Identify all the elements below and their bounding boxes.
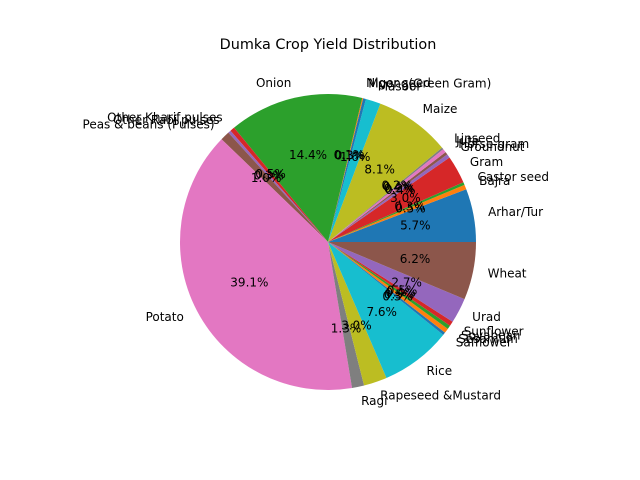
pie-slice-soyabean [328,242,451,329]
slice-percent-safflower: 0.3% [382,290,413,304]
slice-label-groundnut: Groundnut [460,140,524,154]
slice-label-safflower: Safflower [456,335,512,349]
pie-slices [179,93,476,391]
slice-percent-bajra: 0.5% [395,202,426,216]
pie-slice-peas-beans-pulses [221,132,328,242]
slice-label-potato: Potato [146,310,184,324]
slice-percent-moong-green-gram: 0.3% [335,148,366,162]
slice-percent-peas-beans-pulses: 1.0% [251,171,282,185]
pie-slice-moong-green-gram [328,98,366,242]
slice-label-sunflower: Sunflower [464,324,524,338]
slice-percent-potato: 39.1% [230,276,268,290]
slice-percent-other-rabi-pulses: 0.3% [254,168,285,182]
slice-label-arhar-tur: Arhar/Tur [488,205,543,219]
slice-percent-soyabean: 0.4% [385,286,416,300]
pie-slice-rice [328,242,444,378]
pie-slice-ragi [328,242,365,389]
pie-slice-other-kharif-pulses [230,127,328,242]
slice-percent-castor-seed: 0.3% [394,199,425,213]
slice-label-jute: Jute [455,134,479,148]
slice-percent-ragi: 1.3% [331,321,362,335]
slice-percent-onion: 14.4% [289,148,327,162]
pie-slice-urad [328,242,465,322]
slice-label-wheat: Wheat [488,267,527,281]
slice-label-ragi: Ragi [361,394,387,408]
pie-slice-masoor [328,98,381,242]
pie-slice-rapeseed-mustard [328,242,387,386]
slice-label-masoor: Masoor [378,79,422,93]
slice-label-soyabean: Soyabean [461,328,520,342]
pie-slice-maize [328,103,443,242]
slice-percent-arhar-tur: 5.7% [400,218,431,232]
slice-percent-horse-gram: 0.3% [384,181,415,195]
pie-slice-safflower [328,242,446,335]
slice-label-horse-gram: Horse-gram [458,137,529,151]
slice-label-onion: Onion [256,76,291,90]
slice-label-other-rabi-pulses: Other Rabi pulses [113,113,220,127]
slice-label-urad: Urad [472,310,501,324]
pie-slice-niger-seed [328,98,364,242]
slice-label-moong-green-gram: Moong(Green Gram) [368,77,491,91]
pie-slice-castor-seed [328,182,465,242]
slice-percent-sesamum: 0.5% [384,288,415,302]
slice-label-castor-seed: Castor seed [478,170,549,184]
slice-label-maize: Maize [423,102,458,116]
slice-label-sesamum: Sesamum [458,332,518,346]
pie-slice-sesamum [328,242,448,333]
slice-percent-rapeseed-mustard: 3.0% [341,319,372,333]
pie-slice-wheat [328,242,476,300]
pie-slice-potato [179,139,353,391]
pie-slice-jute [328,149,446,242]
pie-slice-other-rabi-pulses [228,130,328,242]
slice-percent-maize: 8.1% [364,162,395,176]
slice-label-linseed: Linseed [454,132,500,146]
pie-slice-onion [234,93,363,242]
chart-title: Dumka Crop Yield Distribution [220,37,437,53]
slice-percent-urad: 2.7% [391,276,422,290]
slice-percent-masoor: 1.6% [340,150,371,164]
pie-slice-horse-gram [328,152,448,242]
pie-slice-sunflower [328,242,453,326]
slice-percent-sunflower: 0.5% [387,284,418,298]
pie-slice-gram [328,157,464,242]
slice-label-peas-beans-pulses: Peas & beans (Pulses) [83,118,215,132]
slice-percent-niger-seed: 0.1% [334,148,365,162]
pie-slice-linseed [328,147,444,242]
slice-percent-linseed: 0.2% [382,178,413,192]
slice-percent-other-kharif-pulses: 0.5% [255,167,286,181]
pie-percent-labels: 5.7%0.5%0.3%3.0%0.4%0.3%0.4%0.2%8.1%1.6%… [230,148,430,335]
slice-percent-groundnut: 0.4% [385,183,416,197]
slice-label-rice: Rice [426,364,452,378]
slice-label-gram: Gram [470,155,503,169]
pie-slice-arhar-tur [328,189,476,242]
slice-percent-gram: 3.0% [390,191,421,205]
pie-slice-bajra [328,184,467,242]
slice-label-niger-seed: Niger seed [366,76,431,90]
slice-percent-jute: 0.4% [383,180,414,194]
slice-label-other-kharif-pulses: Other Kharif pulses [107,110,222,124]
slice-label-rapeseed-mustard: Rapeseed &Mustard [380,389,501,403]
slice-percent-wheat: 6.2% [400,252,431,266]
slice-label-bajra: Bajra [479,174,510,188]
pie-slice-groundnut [328,154,450,242]
slice-percent-rice: 7.6% [366,305,397,319]
